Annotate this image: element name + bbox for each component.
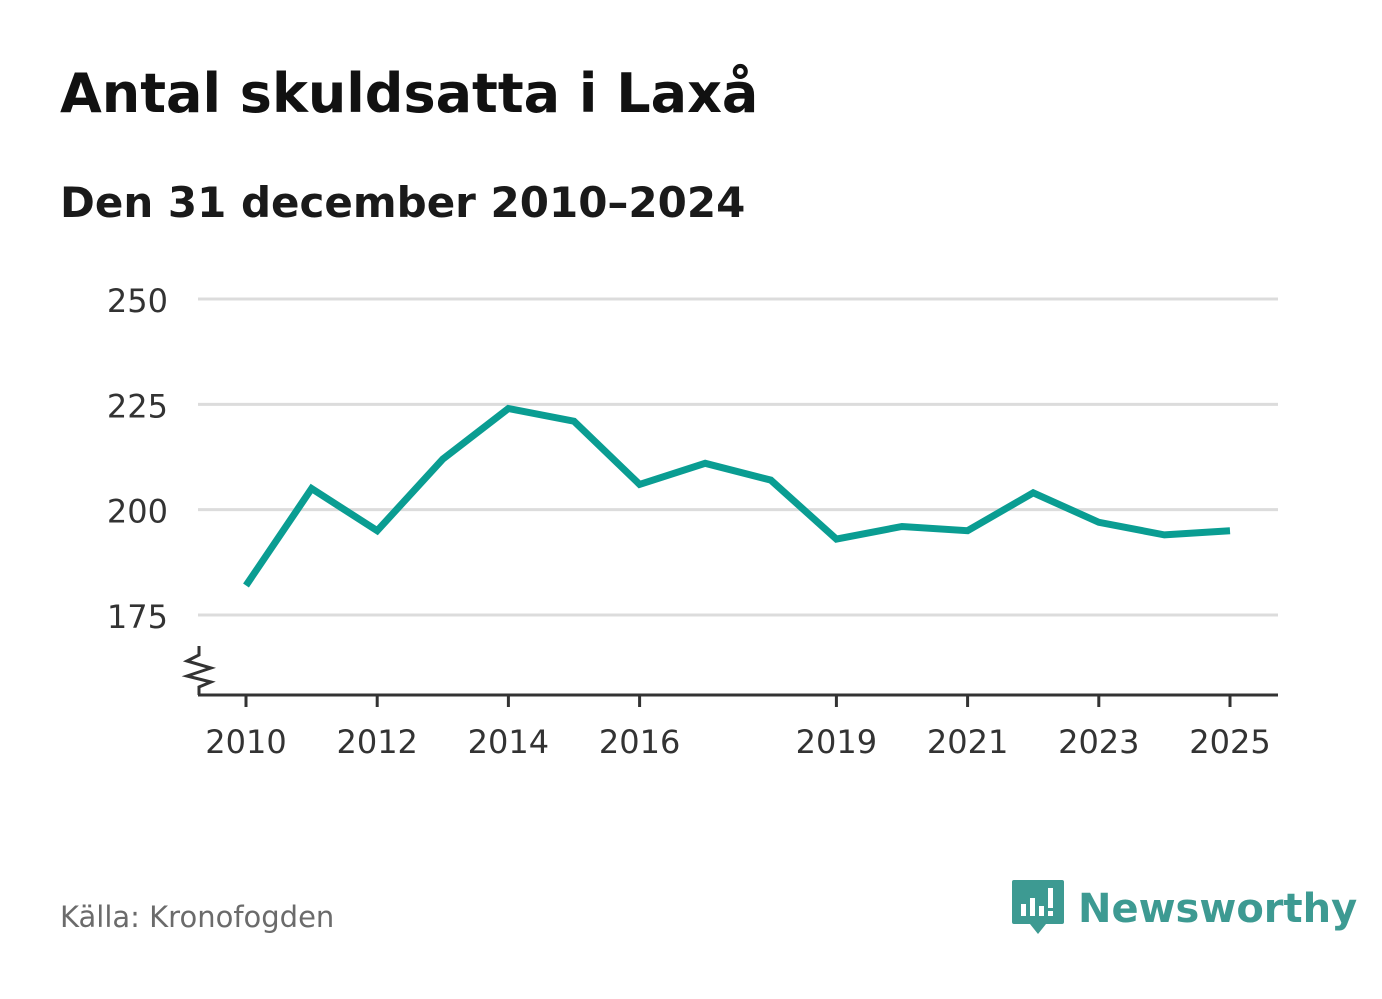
newsworthy-logo-icon: [1012, 880, 1064, 934]
y-tick-label: 200: [107, 493, 168, 531]
data-point: [833, 536, 840, 543]
brand-name: Newsworthy: [1078, 886, 1358, 932]
y-tick-label: 250: [107, 282, 168, 320]
chart-title: Antal skuldsatta i Laxå: [60, 62, 759, 125]
x-tick-label: 2021: [927, 723, 1008, 761]
data-point: [899, 523, 906, 530]
data-point: [243, 582, 250, 589]
x-tick-label: 2012: [336, 723, 417, 761]
y-tick-label: 225: [107, 387, 168, 425]
x-tick-label: 2016: [599, 723, 680, 761]
source-note: Källa: Kronofogden: [60, 900, 335, 934]
data-point: [767, 477, 774, 484]
data-point: [1161, 531, 1168, 538]
x-tick-label: 2025: [1189, 723, 1270, 761]
x-tick-label: 2010: [205, 723, 286, 761]
chart-subtitle: Den 31 december 2010–2024: [60, 178, 746, 227]
series-line: [243, 404, 1231, 588]
data-point: [439, 456, 446, 463]
data-point: [505, 405, 512, 412]
data-point: [1030, 489, 1037, 496]
data-point: [702, 460, 709, 467]
brand: Newsworthy: [1010, 878, 1357, 940]
data-point: [1095, 519, 1102, 526]
data-point: [374, 527, 381, 534]
y-tick-label: 175: [107, 598, 168, 636]
data-point: [964, 527, 971, 534]
data-point: [308, 485, 315, 492]
data-point: [571, 418, 578, 425]
axis-break-icon: [181, 646, 217, 695]
x-tick-label: 2014: [468, 723, 549, 761]
data-point: [1227, 527, 1234, 534]
data-point: [636, 481, 643, 488]
x-tick-label: 2019: [796, 723, 877, 761]
x-tick-label: 2023: [1058, 723, 1139, 761]
